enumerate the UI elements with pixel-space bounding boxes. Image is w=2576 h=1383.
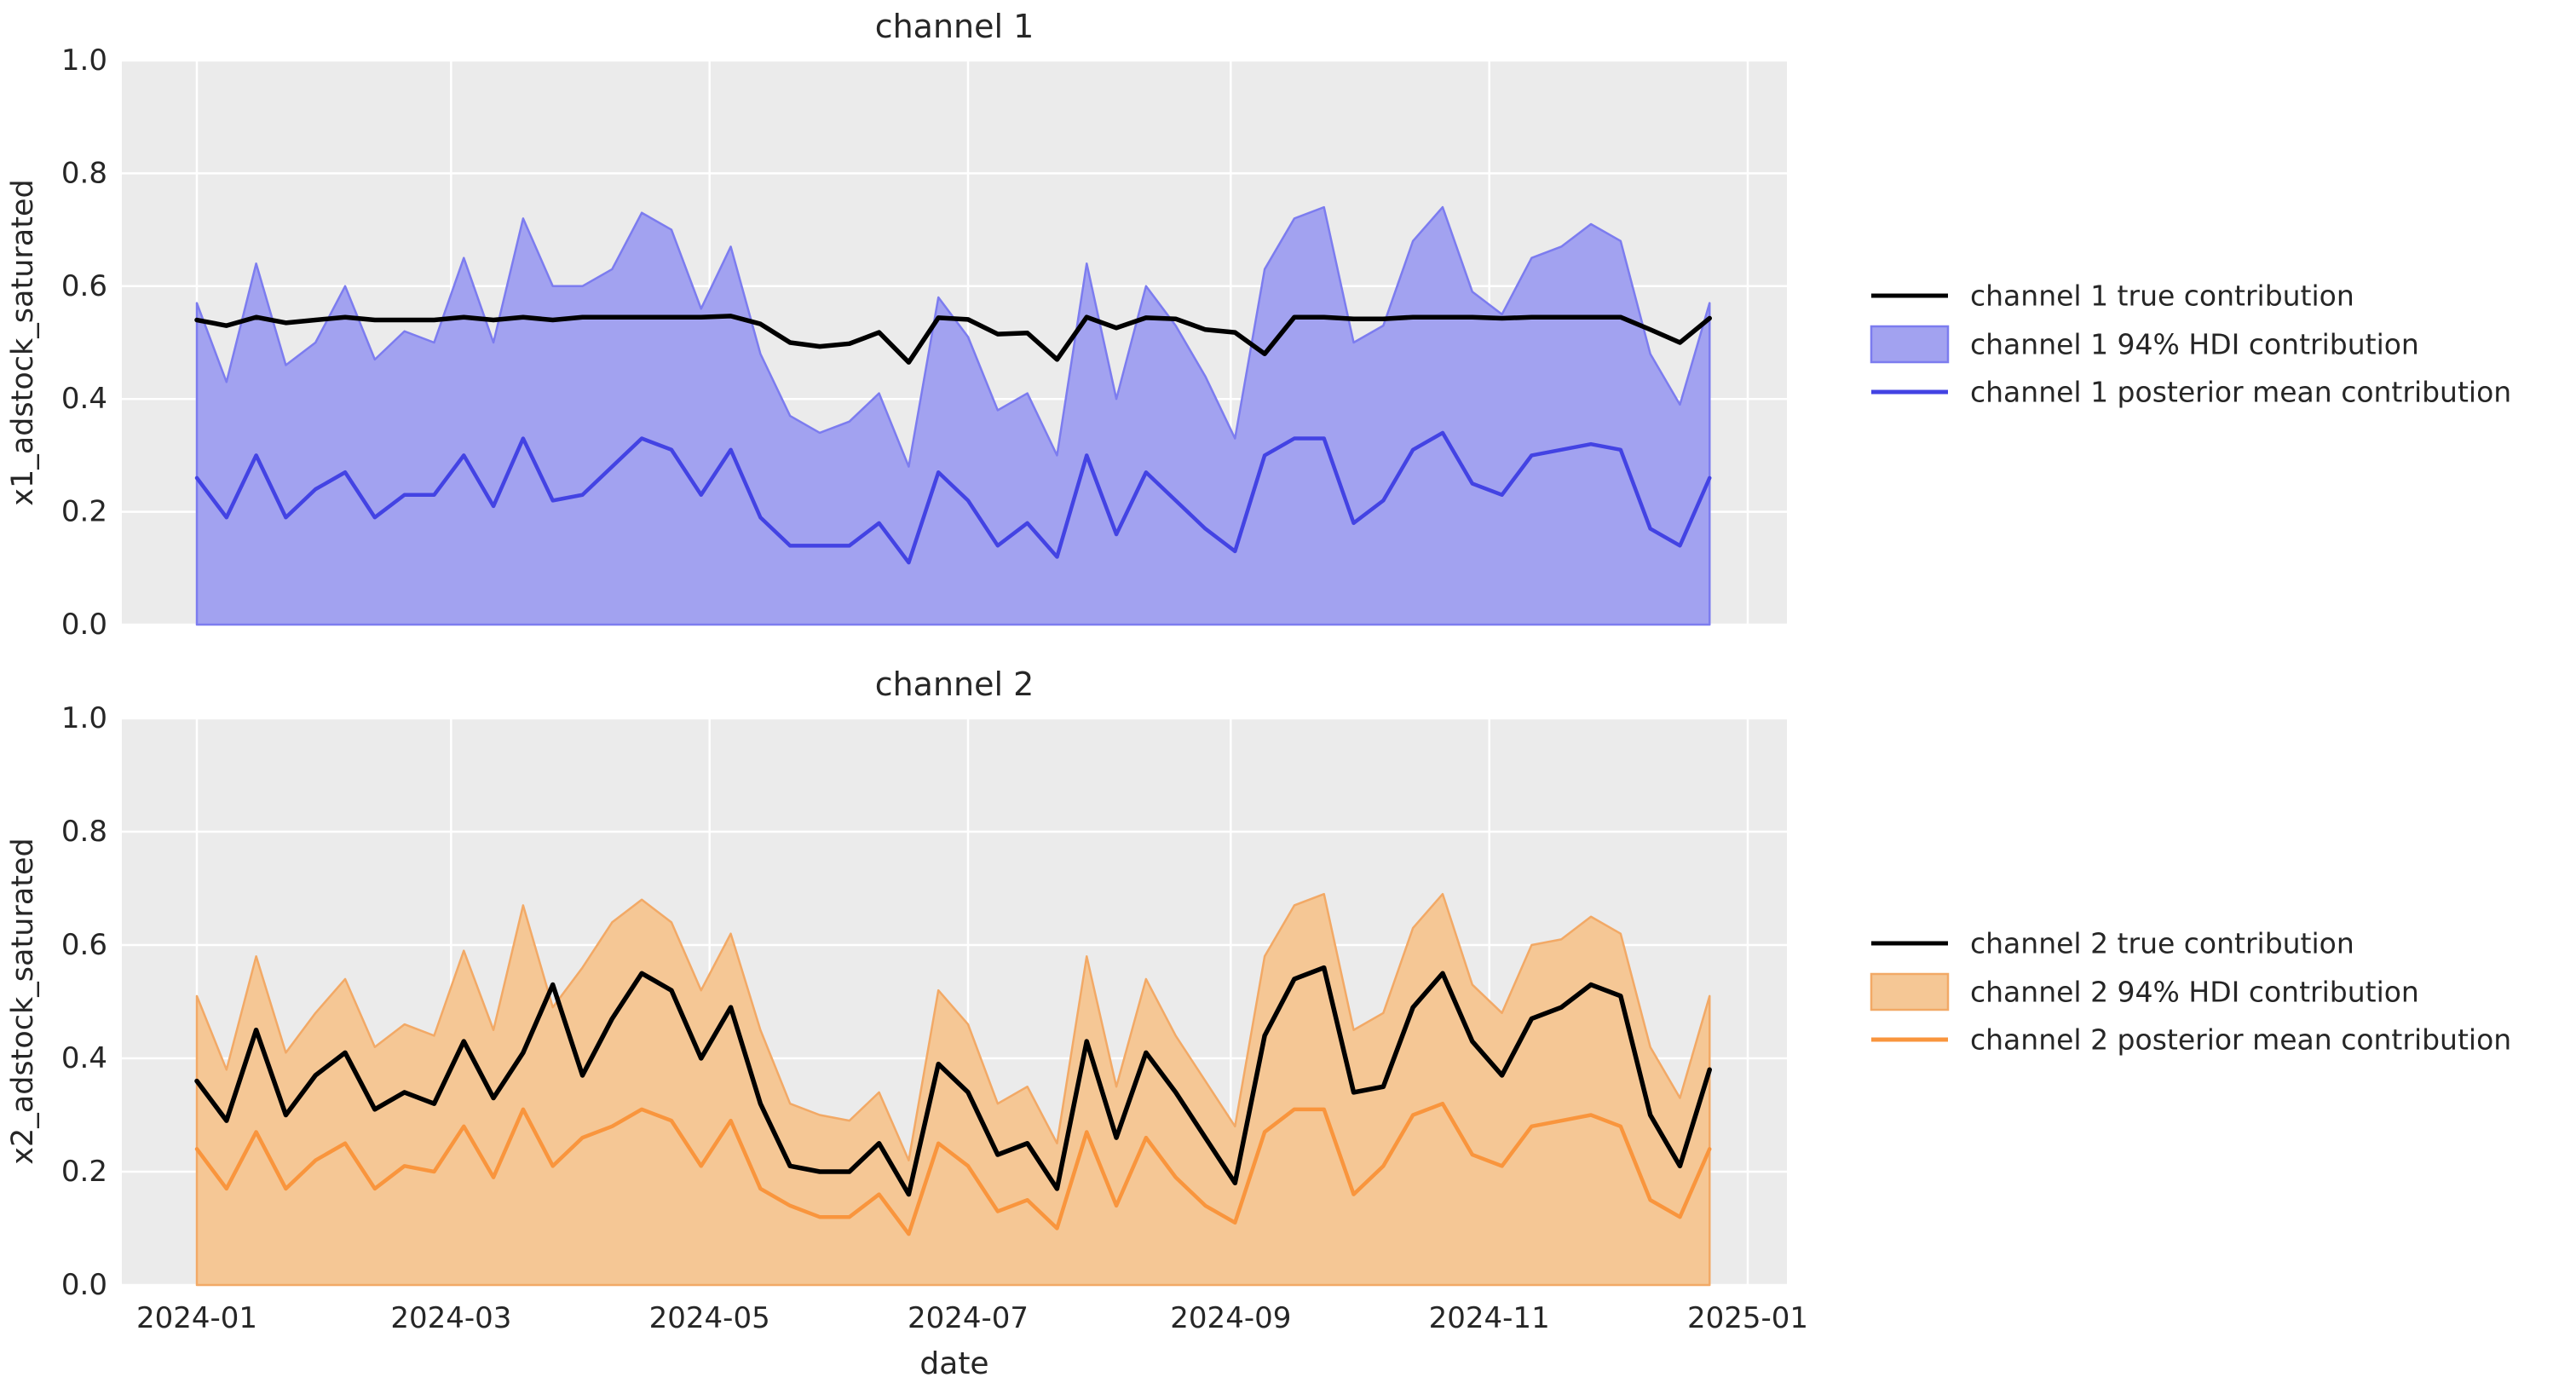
y-tick-label: 0.6	[61, 269, 107, 303]
y-tick-label: 0.6	[61, 928, 107, 962]
true-contribution-line	[194, 965, 1713, 1197]
chart-title-channel-1: channel 1	[875, 8, 1034, 45]
legend-label-hdi: channel 2 94% HDI contribution	[1970, 976, 2419, 1009]
legend-label-posterior: channel 2 posterior mean contribution	[1970, 1023, 2511, 1057]
hdi-band	[195, 205, 1711, 626]
y-tick-label: 0.2	[61, 495, 107, 529]
legend-hdi-swatch	[1870, 972, 1950, 1011]
x-tick-label: 2024-07	[908, 1301, 1029, 1335]
y-tick-label: 1.0	[61, 43, 107, 78]
posterior-mean-line	[194, 1101, 1712, 1236]
x-tick-label: 2024-11	[1429, 1301, 1550, 1335]
legend-label-true: channel 2 true contribution	[1970, 927, 2354, 960]
true-contribution-line	[194, 314, 1713, 365]
chart-title-channel-2: channel 2	[875, 666, 1034, 703]
legend-label-posterior: channel 1 posterior mean contribution	[1970, 376, 2511, 409]
x-tick-label: 2024-05	[649, 1301, 770, 1335]
y-tick-label: 0.4	[61, 382, 107, 416]
legend-label-hdi: channel 1 94% HDI contribution	[1970, 328, 2419, 361]
legend-label-true: channel 1 true contribution	[1970, 279, 2354, 313]
x-axis-label: date	[919, 1346, 988, 1381]
y-axis-label-chart-1: x1_adstock_saturated	[6, 179, 40, 505]
x-tick-label: 2025-01	[1687, 1301, 1808, 1335]
y-tick-label: 0.4	[61, 1041, 107, 1075]
y-axis-label-chart-2: x2_adstock_saturated	[6, 838, 40, 1164]
legend-hdi-swatch	[1870, 325, 1950, 364]
legend-channel-2: channel 2 true contribution channel 2 94…	[1870, 927, 2511, 1057]
x-tick-label: 2024-01	[136, 1301, 257, 1335]
legend-channel-1: channel 1 true contribution channel 1 94…	[1870, 279, 2511, 409]
x-tick-label: 2024-03	[390, 1301, 511, 1335]
y-tick-label: 0.0	[61, 1268, 107, 1302]
x-tick-label: 2024-09	[1170, 1301, 1291, 1335]
y-tick-label: 0.0	[61, 608, 107, 642]
y-tick-label: 0.8	[61, 156, 107, 190]
y-tick-label: 1.0	[61, 701, 107, 735]
y-tick-label: 0.2	[61, 1155, 107, 1189]
y-tick-label: 0.8	[61, 815, 107, 849]
channel-1-plot: 0.0 0.2 0.4 0.6 0.8 1.0	[61, 43, 1787, 642]
posterior-mean-line	[194, 430, 1712, 565]
channel-2-plot: 0.0 0.2 0.4 0.6 0.8 1.0 2024-01 2024-03 2024-05 2…	[61, 701, 1808, 1335]
